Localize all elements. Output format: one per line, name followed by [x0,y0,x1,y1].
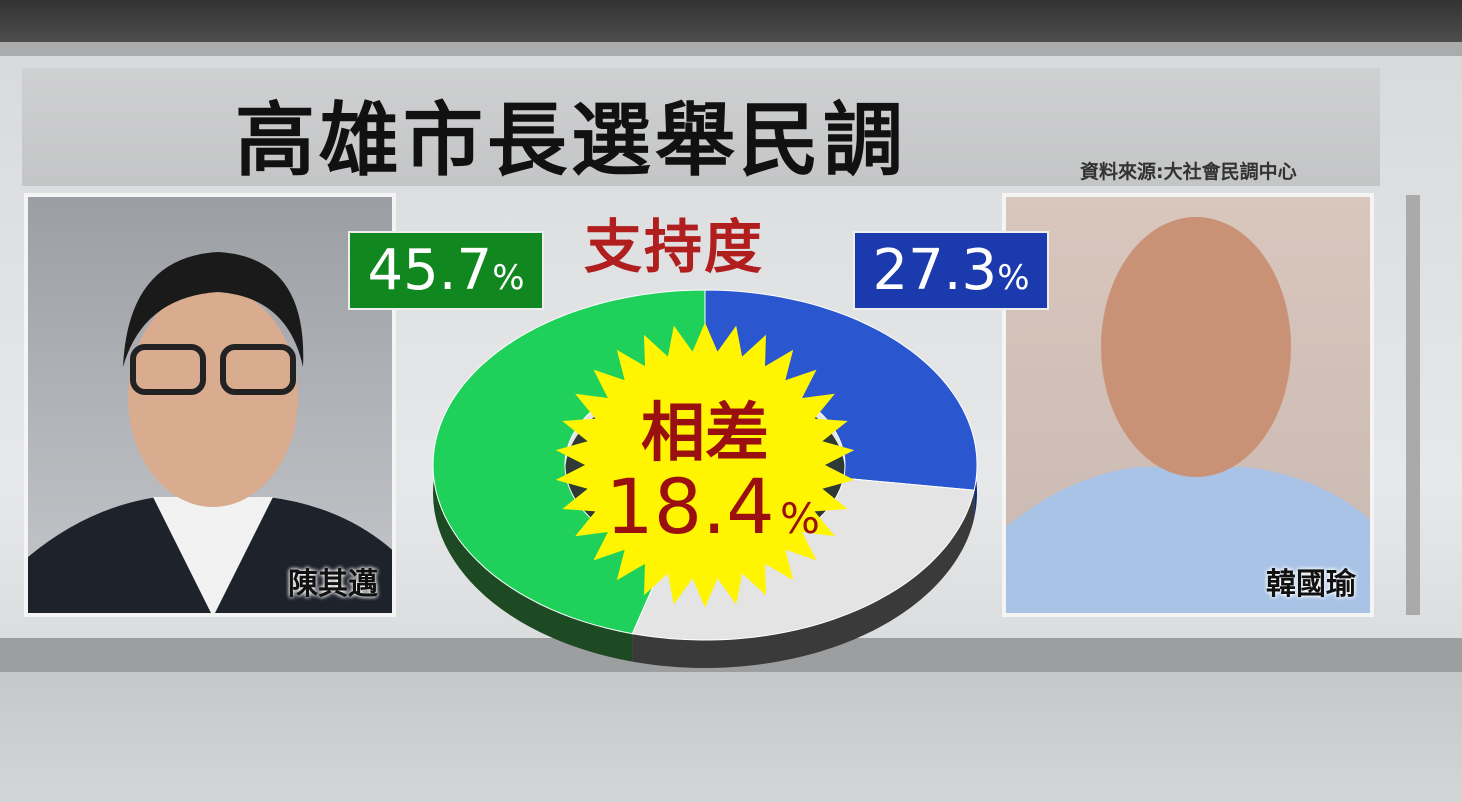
percent-box-left: 45.7% [348,231,544,310]
bottom-area [0,672,1462,802]
candidate-name-right: 韓國瑜 [1266,567,1356,602]
center-label-diff: 相差 [641,397,769,471]
chart-title: 支持度 [584,213,765,281]
source-label: 資料來源:大社會民調中心 [1080,161,1297,183]
candidate-photo-right: 韓國瑜 [1002,193,1374,617]
person-silhouette-icon [28,252,392,613]
center-label-unit: % [780,494,820,543]
person-silhouette-icon [1006,217,1370,613]
candidate-photo-left: 陳其邁 [24,193,396,617]
title-panel [22,68,1380,186]
center-label-value: 18.4 [605,462,774,551]
starburst-icon [555,322,855,608]
page-title: 高雄市長選舉民調 [235,94,907,187]
right-edge-decoration [1406,195,1436,615]
candidate-name-left: 陳其邁 [288,567,378,602]
percent-value-right: 27.3 [872,238,998,303]
percent-sign: % [492,257,525,298]
top-strip [0,42,1462,56]
slice-side-2 [632,490,975,668]
percent-box-right: 27.3% [853,231,1049,310]
percent-value-left: 45.7 [367,238,493,303]
top-bar [0,0,1462,42]
percent-sign: % [997,257,1030,298]
